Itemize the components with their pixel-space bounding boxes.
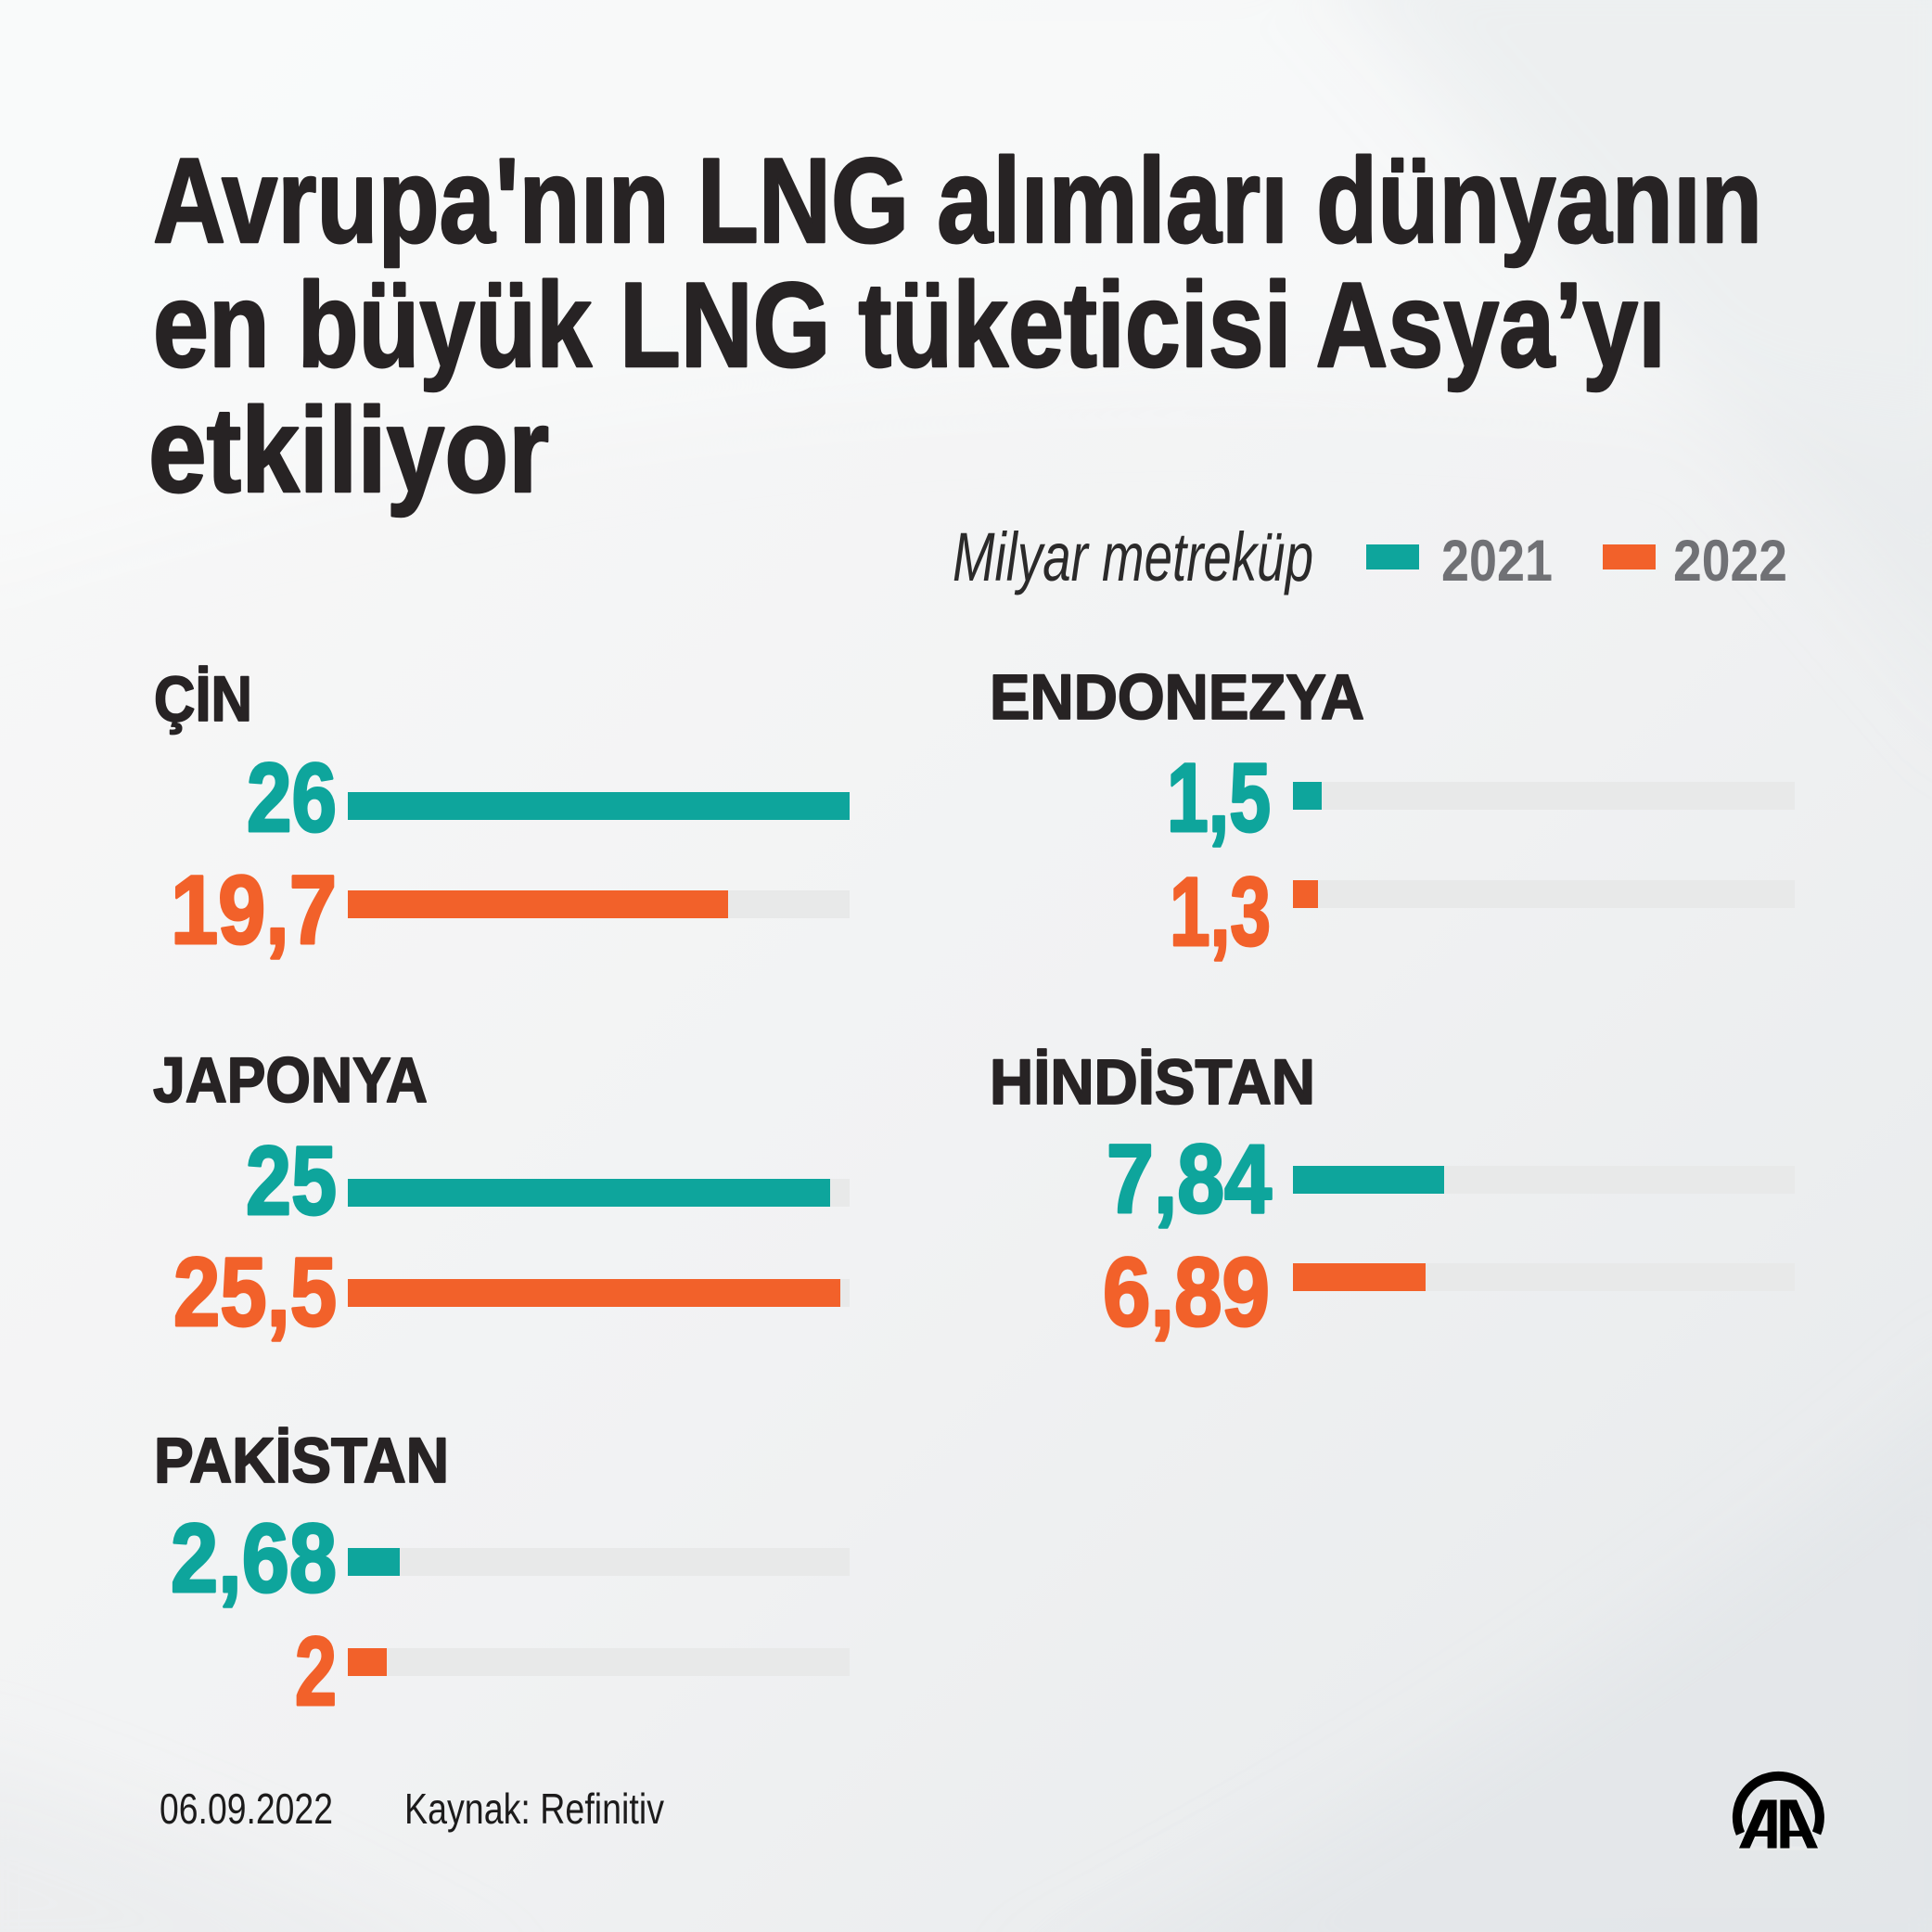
svg-text:HİNDİSTAN: HİNDİSTAN (990, 1046, 1315, 1118)
svg-text:25: 25 (246, 1127, 337, 1235)
svg-text:26: 26 (247, 744, 337, 852)
svg-text:6,89: 6,89 (1103, 1238, 1270, 1347)
svg-text:2022: 2022 (1673, 529, 1787, 594)
svg-text:ÇİN: ÇİN (154, 663, 252, 735)
svg-text:19,7: 19,7 (171, 856, 337, 965)
svg-text:1,3: 1,3 (1170, 858, 1271, 966)
svg-text:1,5: 1,5 (1167, 744, 1271, 852)
svg-text:Avrupa'nın LNG alımları dünyan: Avrupa'nın LNG alımları dünyanın (153, 133, 1762, 268)
svg-text:JAPONYA: JAPONYA (153, 1044, 428, 1116)
svg-text:2021: 2021 (1441, 529, 1553, 594)
svg-text:7,84: 7,84 (1107, 1125, 1272, 1234)
svg-text:en büyük LNG tüketicisi Asya’y: en büyük LNG tüketicisi Asya’yı (153, 257, 1666, 392)
svg-text:etkiliyor: etkiliyor (148, 382, 549, 518)
svg-text:ENDONEZYA: ENDONEZYA (990, 661, 1364, 733)
svg-text:Kaynak: Refinitiv: Kaynak: Refinitiv (404, 1785, 664, 1833)
svg-text:2,68: 2,68 (171, 1504, 337, 1613)
svg-text:06.09.2022: 06.09.2022 (160, 1785, 333, 1833)
svg-text:PAKİSTAN: PAKİSTAN (154, 1425, 449, 1496)
svg-text:2: 2 (295, 1618, 337, 1726)
svg-text:Milyar metreküp: Milyar metreküp (953, 518, 1313, 595)
svg-text:25,5: 25,5 (173, 1238, 337, 1347)
